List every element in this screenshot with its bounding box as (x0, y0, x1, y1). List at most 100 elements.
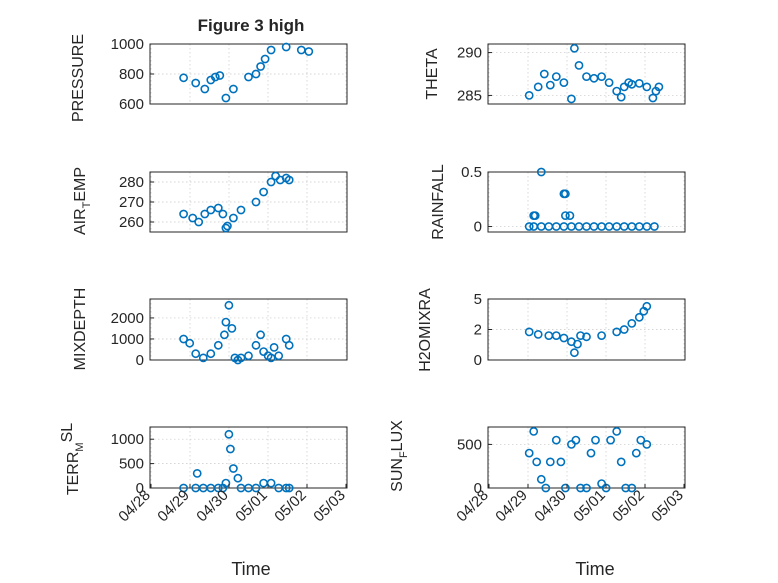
data-point (185, 338, 195, 348)
data-point (541, 483, 551, 493)
data-point (221, 317, 231, 327)
ylabel-theta: THETA (424, 48, 441, 100)
data-point (634, 312, 644, 322)
ylabel-sun-subscript: F (398, 451, 410, 458)
panel-1: 600 800 1000 (111, 36, 348, 113)
data-point (221, 93, 231, 103)
ytick-label: 1000 (111, 431, 144, 448)
ytick-label: 800 (119, 66, 144, 83)
data-point (284, 483, 294, 493)
data-point (244, 351, 253, 361)
axes-box (487, 171, 686, 233)
ylabel-h2omixra: H2OMIXRA (417, 288, 434, 372)
data-point (236, 353, 246, 363)
ytick-label: 285 (457, 87, 482, 104)
data-point (561, 211, 570, 220)
data-point (224, 300, 234, 310)
data-point (616, 92, 626, 102)
data-point (225, 444, 235, 454)
panel-6: 0 2 5 (474, 291, 686, 369)
data-point (215, 71, 225, 80)
ylabel-air-temp: AIRTEMP (72, 167, 93, 235)
data-point (545, 80, 555, 90)
data-point (561, 189, 570, 199)
data-point (260, 54, 270, 64)
ytick-label: 500 (457, 436, 482, 453)
ylabel-mixdepth: MIXDEPTH (72, 288, 89, 371)
data-point (570, 43, 579, 53)
data-point (612, 426, 622, 436)
ylabel-sun-tail: LUX (389, 420, 406, 451)
data-point (582, 483, 591, 493)
ylabel-terr-main: TERR (65, 452, 82, 496)
data-point (256, 330, 265, 340)
ytick-label: 270 (119, 194, 144, 211)
panel-3: 260 270 280 (119, 171, 348, 233)
figure-title: Figure 3 high (198, 16, 305, 35)
data-point (227, 323, 237, 333)
data-point (259, 187, 268, 197)
data-point (200, 209, 210, 219)
data-point (648, 93, 658, 103)
data-point (251, 197, 261, 207)
data-point (539, 69, 549, 79)
ylabel-sun-flux: SUNFLUX (389, 420, 410, 492)
ylabel-terr-tail: SL (59, 423, 76, 443)
data-point (179, 334, 188, 344)
data-point (597, 479, 606, 488)
ylabel-air-temp-subscript: T (81, 201, 93, 208)
data-point (571, 435, 581, 445)
data-point (582, 332, 591, 342)
data-point (206, 349, 216, 359)
data-point (612, 86, 622, 96)
data-point (233, 473, 243, 483)
data-point (222, 221, 232, 231)
data-point (219, 330, 229, 340)
ylabel-sun-main: SUN (389, 458, 406, 492)
data-point (281, 42, 291, 52)
data-point (642, 82, 652, 92)
data-point (536, 167, 546, 177)
data-point (524, 327, 534, 337)
data-point (188, 213, 198, 223)
data-point (574, 61, 584, 70)
data-point (244, 72, 253, 82)
ytick-label: 260 (119, 214, 144, 231)
ytick-label: 1000 (111, 331, 144, 348)
data-point (533, 82, 543, 92)
xlabel-right: Time (575, 559, 614, 579)
axes-box (149, 171, 348, 233)
data-point (576, 483, 585, 493)
data-point (274, 351, 284, 361)
axes-box (487, 298, 686, 361)
data-point (532, 457, 542, 467)
data-point (218, 209, 228, 219)
data-point (251, 69, 261, 79)
axes-box (149, 426, 348, 489)
axes-box (487, 43, 686, 105)
axes-box (487, 426, 686, 489)
data-point (556, 457, 566, 467)
ytick-label: 0 (474, 480, 482, 497)
data-point (597, 331, 606, 340)
ylabel-air-temp-tail: EMP (72, 167, 89, 202)
data-point (304, 47, 314, 56)
data-point (224, 429, 234, 439)
data-point (650, 222, 659, 231)
data-point (179, 209, 188, 219)
data-point (565, 211, 575, 220)
ytick-label: 0 (136, 480, 144, 497)
data-point (269, 342, 279, 352)
ytick-label: 1000 (111, 36, 144, 53)
data-point (634, 79, 644, 88)
data-point (586, 448, 596, 458)
data-point (612, 327, 622, 337)
axes-box (149, 43, 348, 105)
data-point (619, 325, 629, 334)
data-point (524, 222, 534, 231)
data-point (559, 333, 569, 343)
data-point (266, 478, 276, 488)
data-point (545, 457, 555, 467)
